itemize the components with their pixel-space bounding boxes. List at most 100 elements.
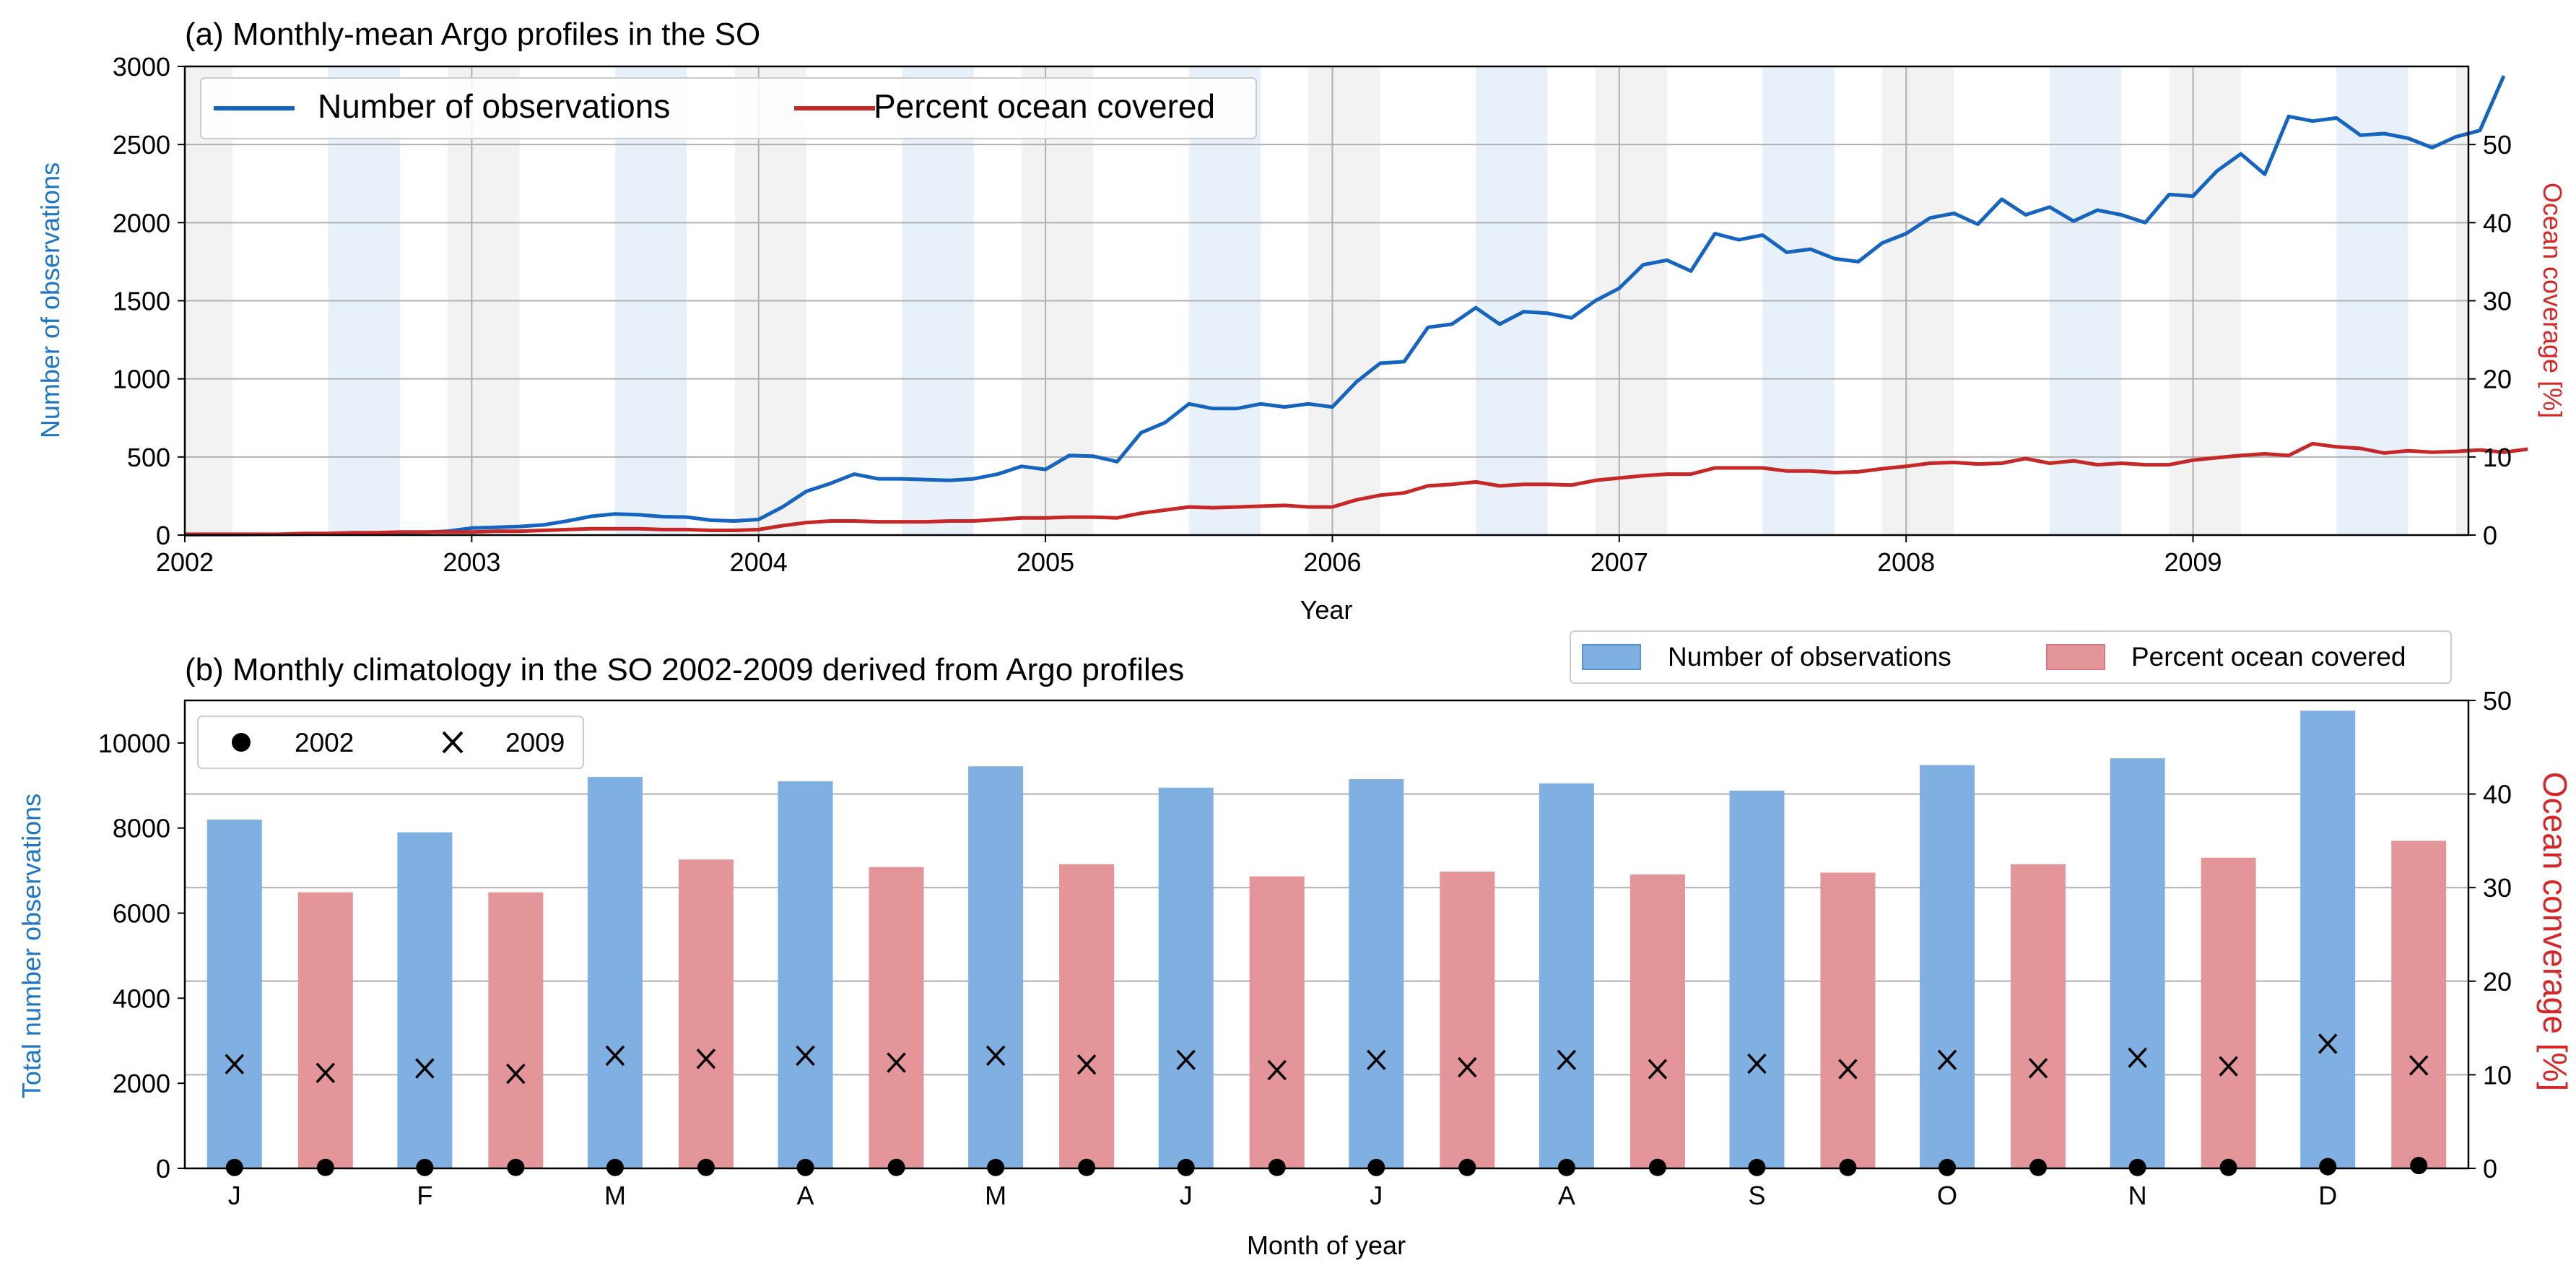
marker-2002 (1458, 1158, 1476, 1176)
tick-label-right-a: 50 (2483, 130, 2512, 160)
marker-2009 (225, 1054, 245, 1074)
line-number-of-observations (184, 74, 2506, 537)
tick-label-left-a: 1500 (113, 287, 170, 316)
bar-number-of-observations (1158, 787, 1214, 1168)
tick-label-x-a: 2006 (1303, 547, 1361, 577)
ticks-a: 0 500 1000 1500 2000 2500 3000 0 10 20 30 40 50 2002 2… (113, 52, 2512, 577)
tick-label-x-a: 2002 (156, 547, 214, 577)
marker-2002 (697, 1158, 715, 1176)
y-axis-label-right-b: Ocean converage [%] (2536, 772, 2574, 1091)
tick-label-month: M (985, 1181, 1006, 1210)
bar-percent-ocean-covered (1440, 872, 1495, 1168)
marker-2009 (1076, 1054, 1097, 1075)
marker-2002 (2410, 1157, 2428, 1175)
marker-2009 (1458, 1056, 1477, 1078)
bar-percent-ocean-covered (2011, 864, 2066, 1168)
marker-2009 (605, 1045, 625, 1067)
legend-b-markers-frame (197, 716, 584, 769)
tick-label-left-a: 500 (127, 443, 170, 472)
panel-a: 0 500 1000 1500 2000 2500 3000 0 10 20 30 40 50 2002 2… (35, 17, 2567, 625)
marker-2009 (2219, 1056, 2238, 1077)
marker-2009 (506, 1063, 526, 1085)
legend-a-frame (200, 77, 1257, 139)
legend-b-2002-dot (232, 733, 251, 752)
legend-b-markers: 2002 2009 (197, 716, 584, 769)
legend-b-cov-swatch (2046, 644, 2105, 670)
bar-percent-ocean-covered (1629, 874, 1685, 1168)
marker-2009 (415, 1058, 435, 1079)
legend-a: Number of observations Percent ocean cov… (200, 77, 1257, 139)
tick-label-month: N (2128, 1181, 2147, 1210)
bar-percent-ocean-covered (1249, 876, 1305, 1168)
bar-percent-ocean-covered (1059, 864, 1115, 1168)
panel-b-title: (b) Monthly climatology in the SO 2002-2… (185, 652, 1184, 687)
bar-number-of-observations (2110, 758, 2165, 1168)
tick-label-month: S (1748, 1181, 1765, 1210)
marker-2002 (1078, 1158, 1096, 1176)
bar-percent-ocean-covered (488, 892, 544, 1168)
marker-2002 (2319, 1158, 2337, 1176)
marker-2009 (1367, 1049, 1386, 1070)
legend-b-cov-label: Percent ocean covered (2131, 642, 2406, 672)
tick-label-x-a: 2009 (2164, 547, 2222, 577)
tick-label-left-a: 2000 (113, 208, 170, 238)
tick-label-month: J (1370, 1181, 1383, 1210)
x-axis-label-b: Month of year (1247, 1230, 1406, 1260)
tick-label-left-b: 4000 (113, 983, 170, 1013)
panel-a-title: (a) Monthly-mean Argo profiles in the SO (185, 17, 760, 52)
series-a (184, 74, 2528, 537)
marker-2009 (796, 1045, 815, 1067)
bar-number-of-observations (206, 819, 262, 1168)
marker-2009 (696, 1048, 716, 1069)
markers-b (225, 1033, 2429, 1176)
tick-label-month: A (1558, 1181, 1575, 1210)
bar-number-of-observations (1539, 783, 1594, 1168)
line-percent-ocean-covered (185, 441, 2528, 537)
tick-label-right-b: 0 (2483, 1154, 2497, 1184)
tick-label-x-a: 2004 (730, 547, 788, 577)
marker-2009 (1747, 1053, 1767, 1074)
tick-label-left-b: 8000 (113, 814, 170, 843)
bar-number-of-observations (968, 766, 1024, 1168)
legend-b-2002-label: 2002 (295, 728, 354, 757)
marker-2009 (2409, 1055, 2429, 1076)
plot-frame-b (183, 699, 2470, 1170)
legend-b-2009-x (442, 731, 464, 754)
tick-label-left-a: 1000 (113, 365, 170, 394)
tick-label-right-b: 10 (2483, 1060, 2512, 1090)
marker-2009 (1557, 1049, 1577, 1070)
tick-label-x-a: 2008 (1877, 547, 1935, 577)
bar-number-of-observations (2300, 711, 2356, 1168)
tick-label-month: J (1180, 1181, 1193, 1210)
tick-label-right-b: 50 (2483, 686, 2512, 716)
bar-number-of-observations (397, 832, 453, 1168)
legend-b-bars-frame (1570, 630, 2452, 684)
tick-label-left-a: 0 (156, 521, 170, 550)
marker-2002 (2029, 1158, 2048, 1176)
tick-label-month: F (417, 1181, 432, 1210)
marker-2009 (887, 1052, 906, 1073)
marker-2002 (316, 1158, 334, 1176)
bar-percent-ocean-covered (1820, 872, 1876, 1168)
tick-label-month: D (2318, 1181, 2337, 1210)
tick-label-right-a: 10 (2483, 443, 2512, 472)
bar-number-of-observations (778, 781, 833, 1168)
marker-2002 (1268, 1158, 1286, 1176)
y-axis-label-left-a: Number of observations (35, 162, 65, 438)
marker-2002 (507, 1158, 525, 1176)
ticks-b: 0 2000 4000 6000 8000 10000 0 10 20 30 40 50 J F M A M J J… (98, 686, 2512, 1210)
tick-label-right-a: 0 (2483, 521, 2497, 550)
tick-label-right-a: 20 (2483, 365, 2512, 394)
y-axis-label-left-b: Total number observations (17, 794, 46, 1098)
tick-label-left-b: 2000 (113, 1069, 170, 1098)
bar-number-of-observations (587, 777, 643, 1168)
tick-label-month: J (228, 1181, 241, 1210)
tick-label-x-a: 2003 (443, 547, 500, 577)
legend-b-obs-label: Number of observations (1668, 642, 1951, 672)
marker-2009 (1937, 1049, 1957, 1070)
bar-percent-ocean-covered (297, 892, 353, 1168)
marker-2009 (1176, 1049, 1196, 1070)
bar-number-of-observations (1729, 790, 1785, 1168)
tick-label-right-b: 20 (2483, 967, 2512, 996)
